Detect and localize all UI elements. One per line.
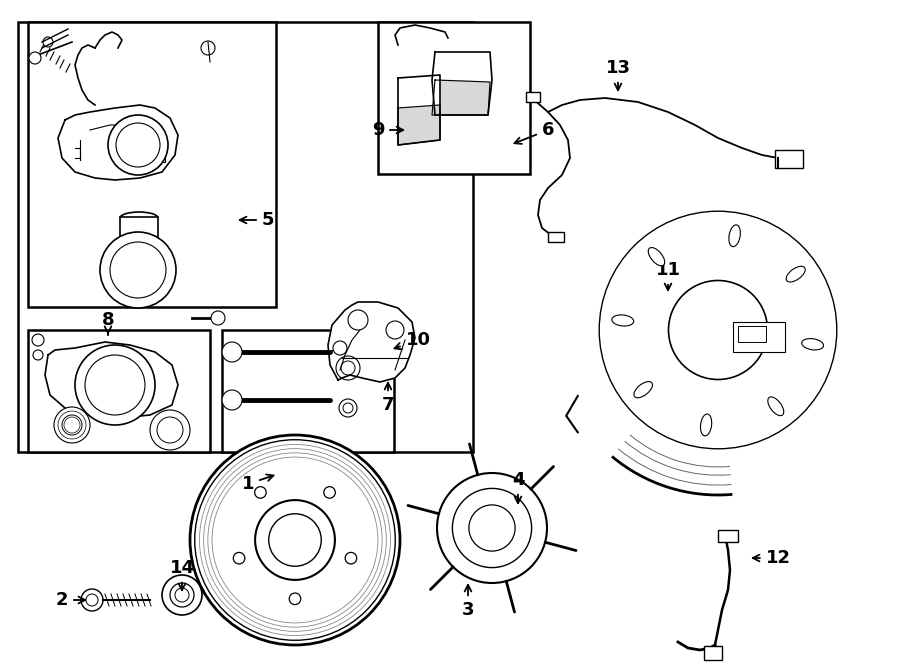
Text: 13: 13 <box>606 59 631 90</box>
Circle shape <box>100 232 176 308</box>
Circle shape <box>116 123 160 167</box>
Ellipse shape <box>612 315 634 326</box>
Circle shape <box>62 415 82 435</box>
Ellipse shape <box>700 414 712 436</box>
Text: 5: 5 <box>239 211 274 229</box>
Text: 14: 14 <box>169 559 194 591</box>
Text: 1: 1 <box>242 475 274 493</box>
Bar <box>718 530 738 542</box>
Circle shape <box>54 407 90 443</box>
Circle shape <box>437 473 547 583</box>
Circle shape <box>341 361 355 375</box>
Polygon shape <box>328 302 415 382</box>
Polygon shape <box>398 75 440 145</box>
Polygon shape <box>398 105 440 145</box>
Circle shape <box>289 593 301 604</box>
Polygon shape <box>45 342 178 418</box>
Bar <box>775 150 803 168</box>
Circle shape <box>453 489 532 567</box>
Bar <box>548 232 564 242</box>
Circle shape <box>29 52 41 64</box>
Circle shape <box>324 487 336 498</box>
Circle shape <box>386 321 404 339</box>
Text: 10: 10 <box>394 331 430 350</box>
Circle shape <box>222 342 242 362</box>
Circle shape <box>339 399 357 417</box>
Bar <box>28 22 276 307</box>
Ellipse shape <box>787 266 806 282</box>
Ellipse shape <box>802 338 824 350</box>
Text: 6: 6 <box>515 121 554 144</box>
Circle shape <box>211 311 225 325</box>
Circle shape <box>469 505 515 551</box>
Polygon shape <box>432 52 492 115</box>
Circle shape <box>233 552 245 564</box>
Ellipse shape <box>768 397 784 416</box>
Text: 4: 4 <box>512 471 524 503</box>
Bar <box>120 217 158 255</box>
Circle shape <box>110 242 166 298</box>
Circle shape <box>81 589 103 611</box>
Ellipse shape <box>634 381 652 398</box>
Circle shape <box>86 594 98 606</box>
Circle shape <box>599 211 837 449</box>
Text: 7: 7 <box>382 383 394 414</box>
Text: 11: 11 <box>655 261 680 290</box>
Text: 12: 12 <box>752 549 790 567</box>
Polygon shape <box>58 105 178 180</box>
Circle shape <box>669 281 768 379</box>
Bar <box>526 92 540 102</box>
Bar <box>28 330 210 452</box>
Text: 8: 8 <box>102 311 114 334</box>
Circle shape <box>33 350 43 360</box>
Bar <box>222 330 394 452</box>
Circle shape <box>43 37 53 47</box>
Circle shape <box>345 552 356 564</box>
Bar <box>704 646 722 660</box>
Circle shape <box>201 41 215 55</box>
Circle shape <box>255 500 335 580</box>
Circle shape <box>32 334 44 346</box>
Circle shape <box>269 514 321 566</box>
Circle shape <box>175 588 189 602</box>
Circle shape <box>85 355 145 415</box>
Text: 3: 3 <box>462 585 474 619</box>
Circle shape <box>75 345 155 425</box>
Circle shape <box>348 310 368 330</box>
Circle shape <box>108 115 168 175</box>
Circle shape <box>336 356 360 380</box>
Bar <box>18 22 473 452</box>
Circle shape <box>170 583 194 607</box>
Text: 9: 9 <box>372 121 403 139</box>
Circle shape <box>162 575 202 615</box>
Bar <box>733 322 785 352</box>
Circle shape <box>343 403 353 413</box>
Circle shape <box>255 487 266 498</box>
Ellipse shape <box>648 248 665 266</box>
Polygon shape <box>432 80 490 115</box>
Bar <box>378 22 530 174</box>
Bar <box>738 326 766 342</box>
Circle shape <box>190 435 400 645</box>
Circle shape <box>222 390 242 410</box>
Circle shape <box>157 417 183 443</box>
Circle shape <box>194 440 395 640</box>
Text: 2: 2 <box>56 591 86 609</box>
Circle shape <box>150 410 190 450</box>
Ellipse shape <box>729 225 741 247</box>
Circle shape <box>333 341 347 355</box>
